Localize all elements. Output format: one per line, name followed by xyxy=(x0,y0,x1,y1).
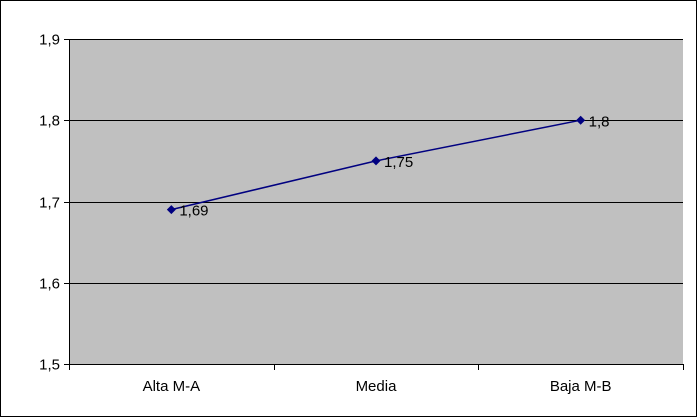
y-tick-label: 1,7 xyxy=(39,195,60,212)
x-tick-labels: Alta M-A Media Baja M-B xyxy=(143,378,612,395)
y-tick-label: 1,5 xyxy=(39,357,60,374)
data-point-marker xyxy=(166,205,176,215)
axes xyxy=(64,39,684,370)
series-layer xyxy=(166,115,586,215)
y-tick-label: 1,9 xyxy=(39,32,60,49)
x-tick-label: Baja M-B xyxy=(550,378,612,395)
plot-area xyxy=(69,39,683,364)
x-tick-label: Media xyxy=(356,378,398,395)
x-tick-label: Alta M-A xyxy=(143,378,201,395)
data-point-marker xyxy=(576,115,586,125)
data-label: 1,69 xyxy=(179,203,208,220)
data-label: 1,75 xyxy=(384,154,413,171)
y-tick-label: 1,6 xyxy=(39,276,60,293)
grid-lines xyxy=(69,39,683,284)
y-tick-label: 1,8 xyxy=(39,113,60,130)
data-point-marker xyxy=(371,156,381,166)
y-tick-labels: 1,5 1,6 1,7 1,8 1,9 xyxy=(39,32,60,374)
data-labels: 1,69 1,75 1,8 xyxy=(179,113,609,219)
data-label: 1,8 xyxy=(589,113,610,130)
